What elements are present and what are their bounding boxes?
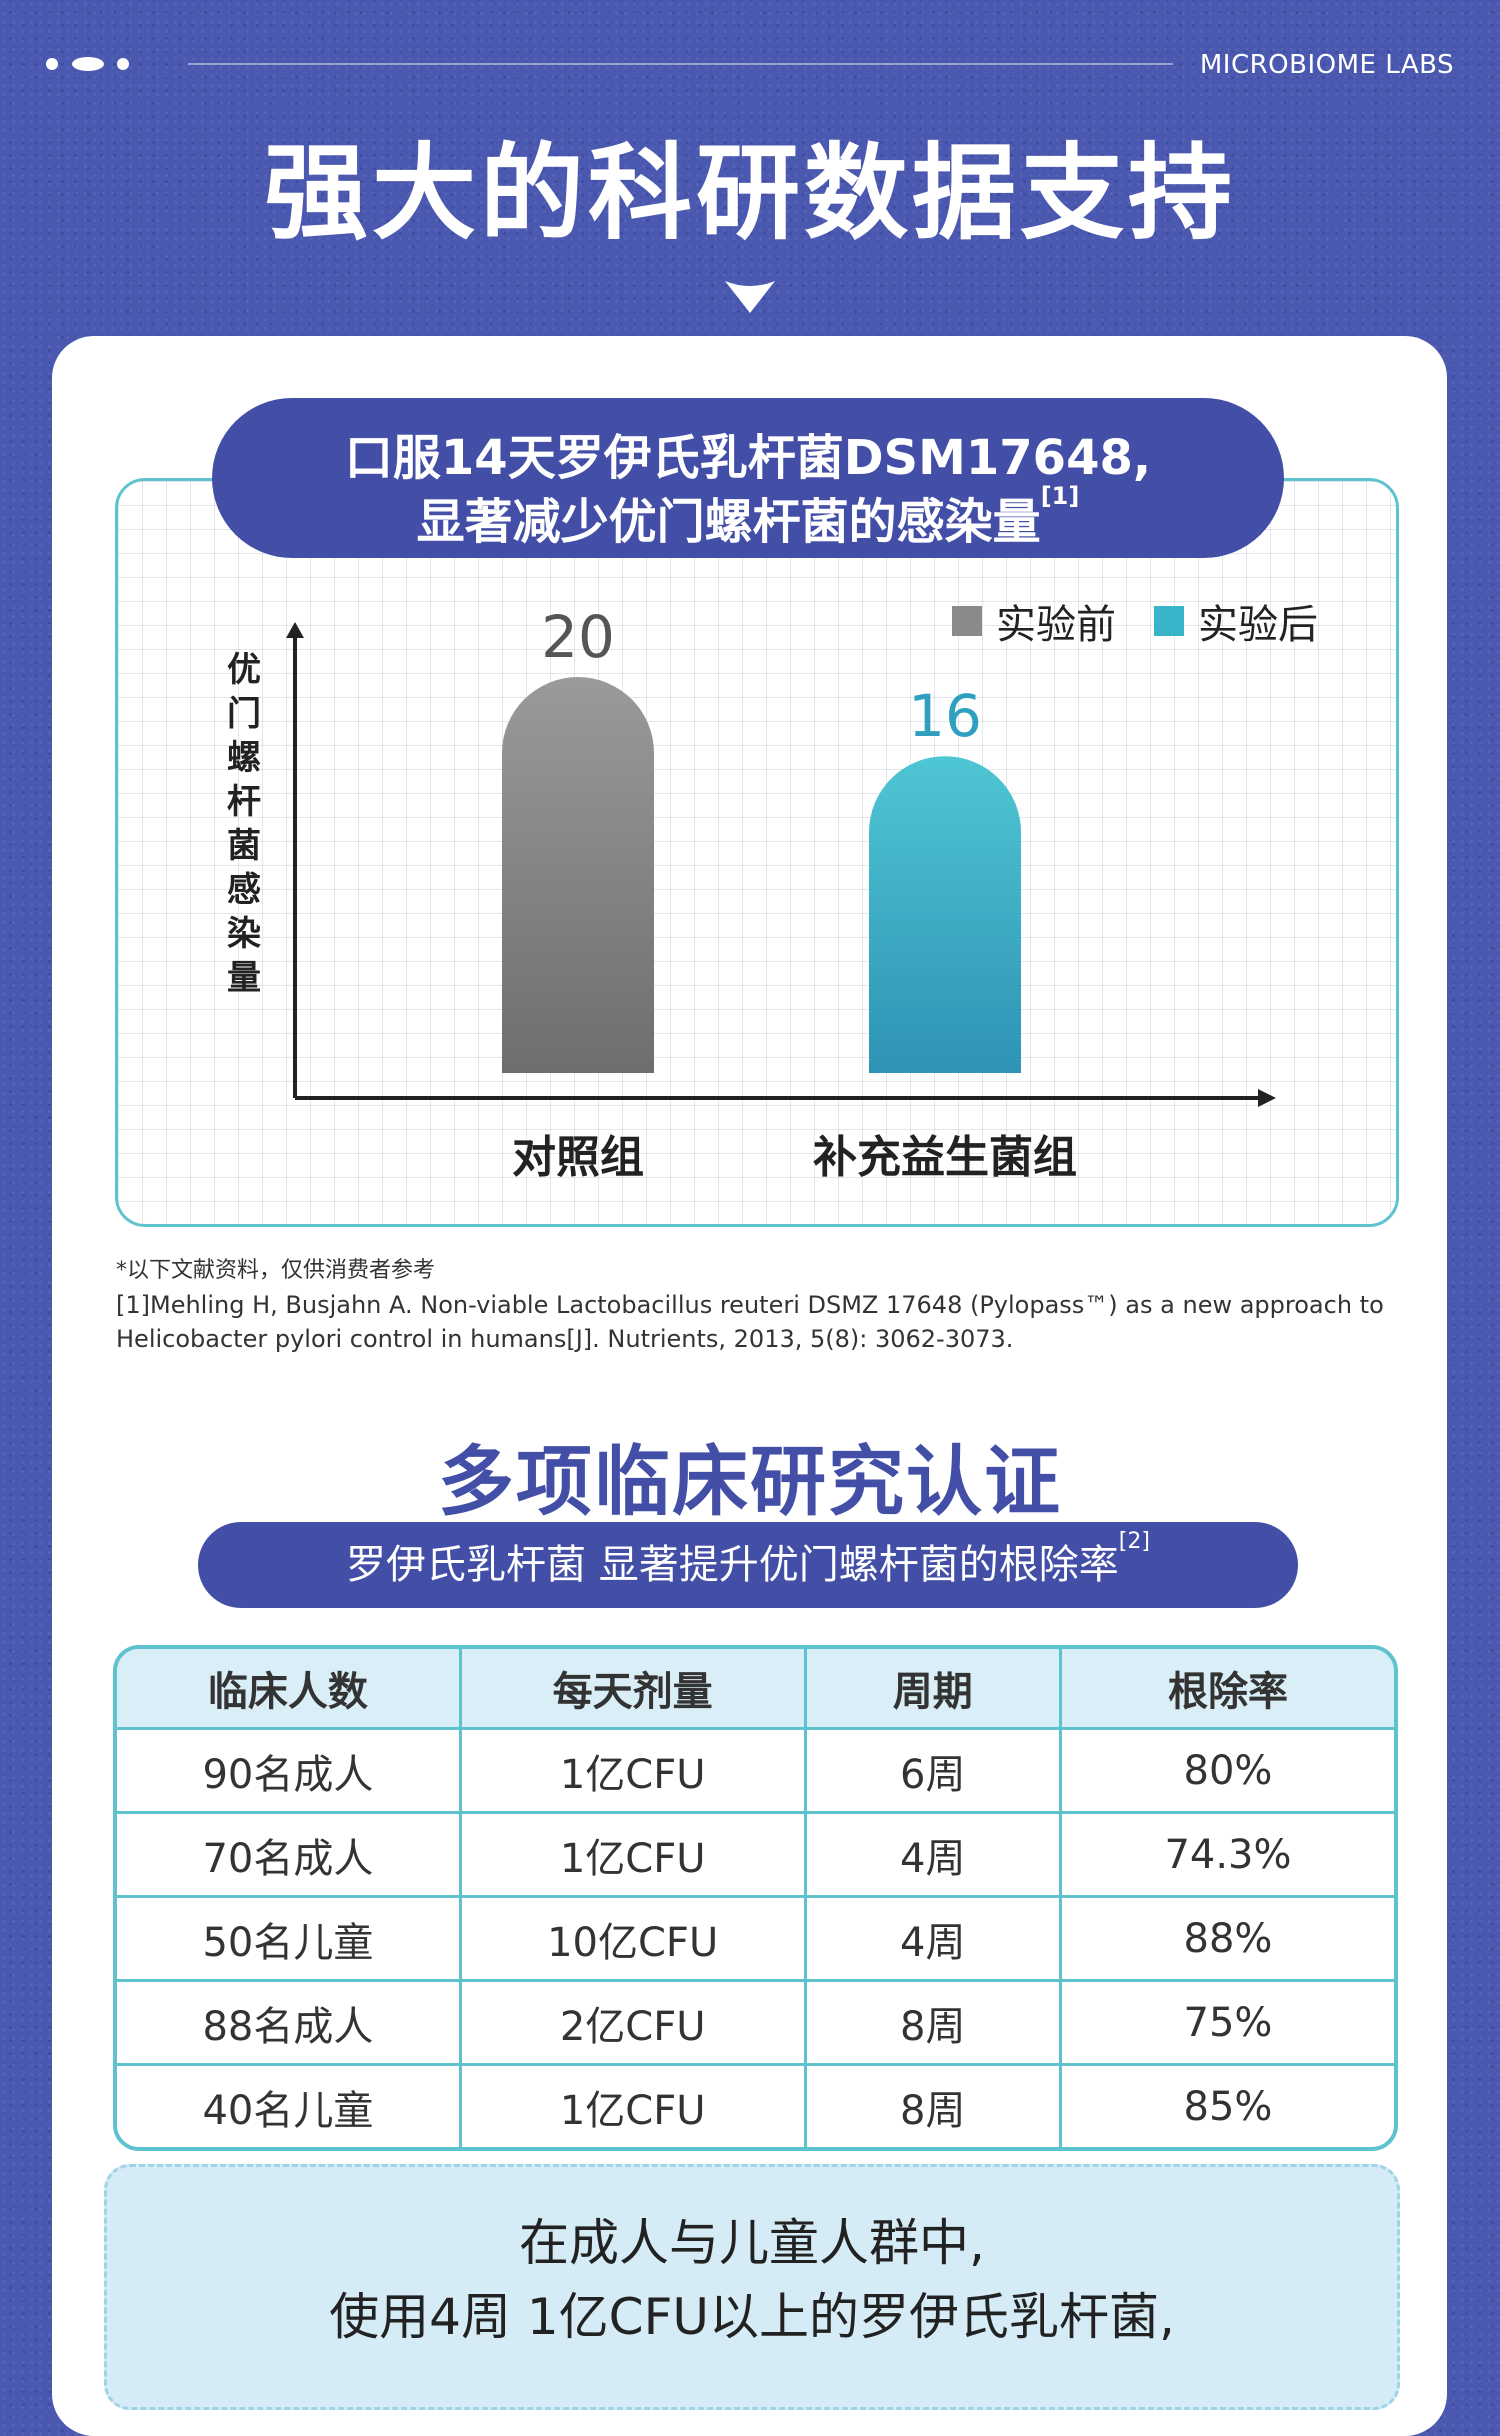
cell-dosage: 1亿CFU (462, 2066, 807, 2147)
cell-participants: 70名成人 (117, 1814, 462, 1898)
data-label-1: 20 (541, 603, 615, 671)
cell-dosage: 10亿CFU (461, 1898, 807, 1982)
y-axis-label-char: 门 (227, 694, 261, 734)
legend-label-after: 实验后 (1198, 602, 1318, 648)
chart-title-line2: 显著减少优门螺杆菌的感染量[1] (212, 482, 1284, 552)
summary-line-1: 在成人与儿童人群中, (519, 2214, 985, 2272)
y-axis-label: 优门螺杆菌感染量 (222, 648, 266, 1000)
cell-rate: 74.3% (1061, 1814, 1394, 1898)
summary-note-box: 在成人与儿童人群中, 使用4周 1亿CFU以上的罗伊氏乳杆菌, (104, 2164, 1400, 2410)
table-row: 40名儿童 1亿CFU 8周 85% (117, 2066, 1394, 2147)
bar-chart: 20 对照组 16 补充益生菌组 (286, 603, 1276, 1183)
legend-label-before: 实验前 (996, 602, 1116, 648)
y-axis-label-char: 量 (227, 958, 261, 998)
cell-period: 4周 (806, 1814, 1062, 1898)
reference-1: [1]Mehling H, Busjahn A. Non-viable Lact… (116, 1291, 1384, 1353)
chart-title-banner: 口服14天罗伊氏乳杆菌DSM17648, 显著减少优门螺杆菌的感染量[1] (212, 398, 1284, 558)
y-axis-label-char: 杆 (227, 782, 261, 822)
cell-dosage: 2亿CFU (461, 1982, 807, 2066)
chart-frame (115, 478, 1399, 1227)
brand-dots-icon (46, 57, 129, 71)
cell-rate: 85% (1183, 2083, 1273, 2130)
cell-participants: 50名儿童 (117, 1898, 462, 1982)
cell-period: 4周 (806, 1898, 1062, 1982)
reference-note: *以下文献资料，仅供消费者参考 (116, 1258, 436, 1283)
table-row: 70名成人 1亿CFU 4周 74.3% (117, 1814, 1394, 1898)
bar-1 (502, 677, 654, 1073)
legend-item-after: 实验后 (1154, 592, 1318, 650)
y-axis-label-char: 菌 (227, 826, 261, 866)
clinical-subtitle-banner: 罗伊氏乳杆菌 显著提升优门螺杆菌的根除率[2] (198, 1522, 1298, 1608)
legend-item-before: 实验前 (952, 592, 1116, 650)
x-tick-label-1: 对照组 (512, 1132, 644, 1183)
clinical-section-title: 多项临床研究认证 (438, 1437, 1062, 1526)
table-row: 50名儿童 10亿CFU 4周 88% (117, 1898, 1394, 1982)
bar-2 (869, 756, 1021, 1073)
col-header-period: 周期 (806, 1649, 1062, 1730)
page-title: 强大的科研数据支持 (263, 132, 1236, 254)
y-axis-label-char: 优 (227, 650, 261, 690)
cell-period: 8周 (806, 1982, 1062, 2066)
cell-period: 8周 (807, 2066, 1062, 2147)
y-axis-label-char: 染 (227, 914, 261, 954)
summary-line-2: 使用4周 1亿CFU以上的罗伊氏乳杆菌, (329, 2288, 1175, 2346)
y-axis-label-char: 感 (227, 870, 261, 910)
clinical-table: 临床人数 每天剂量 周期 根除率 90名成人 1亿CFU 6周 80% 70名成… (113, 1645, 1398, 2151)
clinical-subtitle-ref: [2] (1118, 1529, 1150, 1554)
cell-rate: 80% (1061, 1730, 1394, 1814)
col-header-participants: 临床人数 (117, 1649, 462, 1730)
table-row: 88名成人 2亿CFU 8周 75% (117, 1982, 1394, 2066)
cell-participants: 40名儿童 (117, 2066, 462, 2147)
cell-dosage: 1亿CFU (461, 1814, 807, 1898)
data-label-2: 16 (908, 682, 982, 750)
y-axis-label-char: 螺 (227, 738, 261, 778)
references: *以下文献资料，仅供消费者参考 [1]Mehling H, Busjahn A.… (116, 1254, 1406, 1356)
table-row: 90名成人 1亿CFU 6周 80% (117, 1730, 1394, 1814)
legend-swatch-after (1154, 606, 1184, 636)
cell-participants: 88名成人 (117, 1982, 462, 2066)
chart-legend: 实验前 实验后 (952, 592, 1356, 650)
down-arrow-icon (725, 281, 775, 313)
chart-title-line2-text: 显著减少优门螺杆菌的感染量 (416, 494, 1041, 550)
brand-name: MICROBIOME LABS (1199, 50, 1454, 80)
chart-title-ref: [1] (1040, 482, 1080, 510)
chart-title-line1: 口服14天罗伊氏乳杆菌DSM17648, (344, 430, 1152, 486)
col-header-dosage: 每天剂量 (461, 1649, 807, 1730)
cell-dosage: 1亿CFU (461, 1730, 807, 1814)
header-divider (188, 63, 1173, 65)
cell-rate: 88% (1061, 1898, 1394, 1982)
cell-participants: 90名成人 (117, 1730, 462, 1814)
legend-swatch-before (952, 606, 982, 636)
cell-rate: 75% (1061, 1982, 1394, 2066)
cell-period: 6周 (806, 1730, 1062, 1814)
x-tick-label-2: 补充益生菌组 (813, 1132, 1077, 1183)
clinical-subtitle: 罗伊氏乳杆菌 显著提升优门螺杆菌的根除率 (346, 1542, 1119, 1588)
table-header-row: 临床人数 每天剂量 周期 根除率 (117, 1649, 1394, 1730)
col-header-eradication-rate: 根除率 (1061, 1649, 1394, 1730)
x-axis-arrow-icon (1258, 1089, 1276, 1107)
y-axis-arrow-icon (286, 622, 304, 638)
